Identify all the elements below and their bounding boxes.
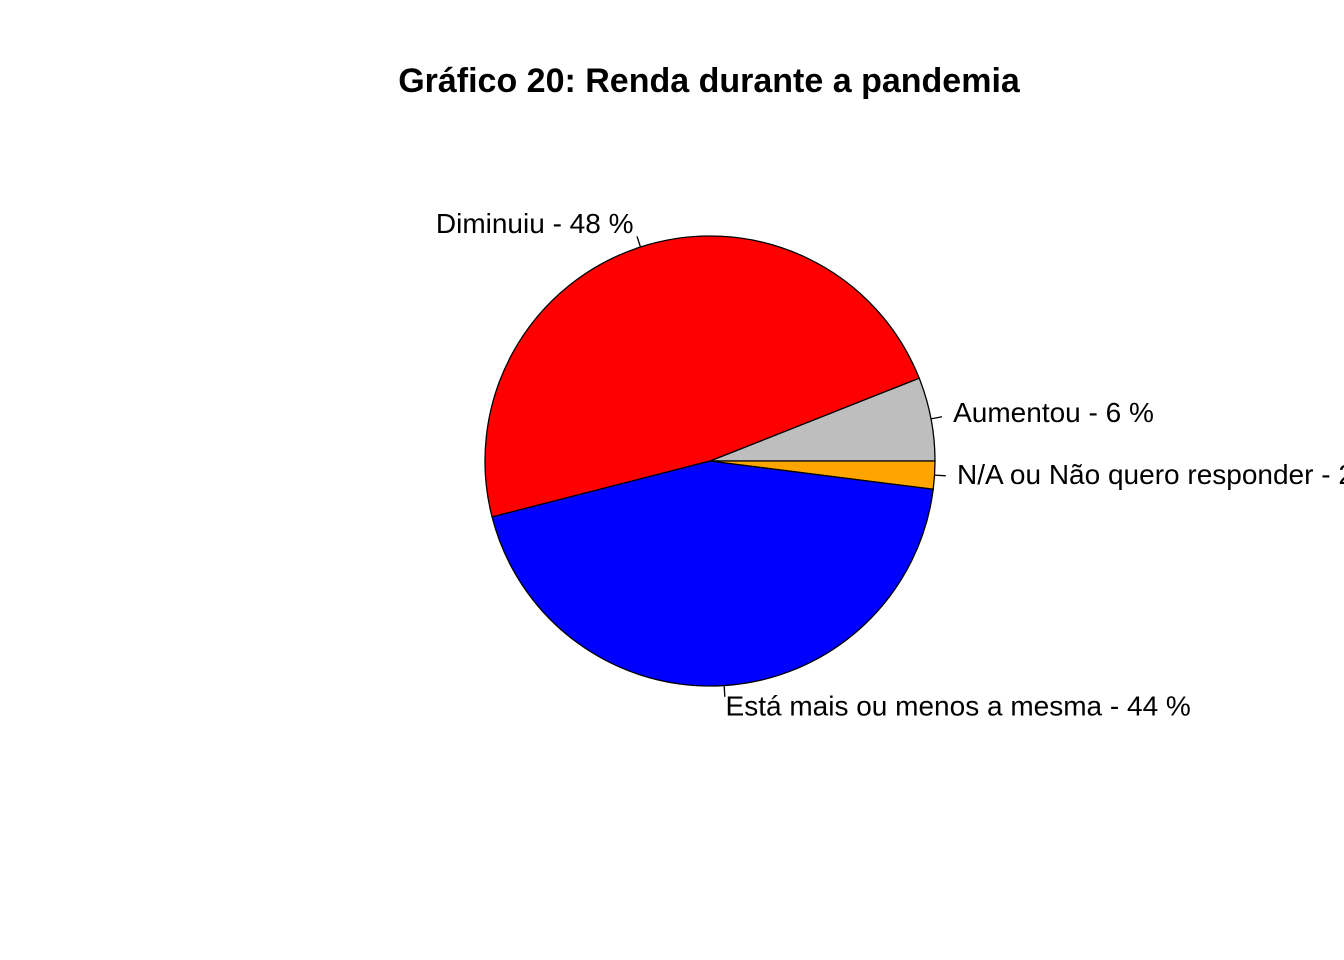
label-tick bbox=[934, 474, 946, 477]
slice-label: Diminuiu - 48 % bbox=[436, 208, 634, 239]
slices-layer bbox=[484, 235, 936, 687]
chart-title: Gráfico 20: Renda durante a pandemia bbox=[398, 62, 1021, 100]
slice-label: N/A ou Não quero responder - 2 % bbox=[957, 459, 1344, 490]
slice-label: Aumentou - 6 % bbox=[953, 397, 1154, 428]
pie-slice bbox=[484, 235, 921, 518]
label-tick bbox=[930, 416, 943, 420]
labels-layer: Aumentou - 6 % Diminuiu - 48 % Está mais o… bbox=[436, 208, 1344, 721]
label-tick bbox=[723, 685, 726, 697]
label-tick bbox=[636, 236, 642, 248]
slice-label: Está mais ou menos a mesma - 44 % bbox=[726, 690, 1191, 721]
pie-slice bbox=[491, 460, 934, 687]
